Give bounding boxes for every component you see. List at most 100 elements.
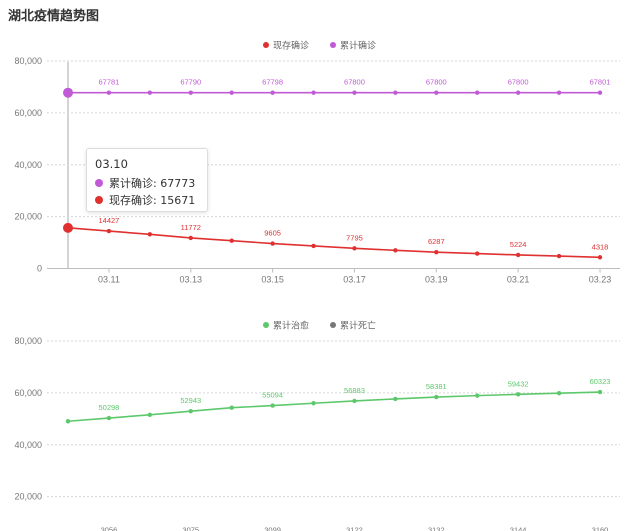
chart2-point-0-6[interactable]: [311, 401, 316, 406]
tooltip-row-cumulative: 累计确诊: 67773: [95, 175, 199, 191]
chart1-y-tick-label: 20,000: [14, 212, 42, 222]
chart1-point-0-8[interactable]: [393, 248, 398, 253]
chart1-data-label-1-13: 67801: [590, 78, 611, 87]
chart2-data-label-0-5: 55094: [262, 391, 283, 400]
page-title: 湖北疫情趋势图: [8, 9, 100, 24]
chart1-data-label-0-7: 7795: [346, 233, 363, 242]
chart1-point-1-12[interactable]: [556, 90, 562, 95]
chart1-point-1-3[interactable]: [188, 90, 193, 95]
chart1-data-label-1-7: 67800: [344, 78, 365, 87]
chart2-y-tick-label: 60,000: [14, 388, 42, 398]
chart1-point-1-1[interactable]: [106, 90, 112, 95]
chart1-data-label-0-11: 5224: [510, 240, 527, 249]
chart2-y-tick-label: 20,000: [14, 492, 42, 502]
chart1-point-1-2[interactable]: [147, 90, 153, 95]
chart2-data-label-1-5: 3099: [264, 525, 281, 531]
chart1-point-0-2[interactable]: [147, 232, 153, 237]
chart1-point-1-6[interactable]: [311, 90, 316, 95]
chart1-data-label-1-9: 67800: [426, 78, 447, 87]
chart1-point-0-7[interactable]: [352, 246, 357, 251]
chart1-series-line-0: [67, 227, 601, 259]
chart1-point-1-11[interactable]: [515, 90, 521, 95]
chart1-point-0-5[interactable]: [270, 241, 275, 246]
chart2-legend-dot-0[interactable]: [263, 322, 269, 328]
chart2-data-label-1-7: 3122: [346, 525, 363, 531]
chart2-point-0-2[interactable]: [147, 412, 153, 417]
chart2-data-label-0-9: 58381: [426, 382, 447, 391]
chart1-data-label-1-11: 67800: [508, 78, 529, 87]
chart1-point-0-1[interactable]: [106, 228, 112, 234]
chart1-x-tick-label: 03.23: [589, 275, 612, 285]
chart1-legend-label-1[interactable]: 累计确诊: [340, 40, 376, 52]
chart2-y-tick-label: 80,000: [14, 336, 42, 346]
chart1-point-1-5[interactable]: [270, 90, 275, 95]
chart1-point-0-0[interactable]: [63, 222, 73, 233]
chart2-point-0-9[interactable]: [434, 394, 439, 400]
chart1-point-0-11[interactable]: [515, 252, 521, 258]
chart-confirmed: 现存确诊 累计确诊 0 20,000 40,000 60,000 80,000 03.11 03…: [14, 40, 620, 285]
chart1-data-label-0-1: 14427: [98, 216, 119, 225]
chart1-data-label-0-13: 4318: [592, 242, 609, 251]
chart-cured-death: 累计治愈 累计死亡 20,000 40,000 60,000 80,000 50298 529…: [14, 320, 620, 531]
chart2-data-label-0-11: 59432: [508, 379, 529, 388]
chart1-point-0-6[interactable]: [311, 243, 316, 249]
chart1-point-0-10[interactable]: [475, 251, 480, 256]
chart2-point-0-3[interactable]: [188, 408, 193, 414]
chart1-point-0-9[interactable]: [434, 249, 439, 255]
tooltip-label-cumulative: 累计确诊: 67773: [109, 177, 196, 190]
chart2-point-0-13[interactable]: [597, 389, 603, 395]
chart1-point-0-4[interactable]: [229, 238, 234, 243]
chart2-point-0-1[interactable]: [106, 415, 112, 421]
chart2-data-label-1-1: 3056: [101, 526, 118, 531]
chart2-y-tick-label: 40,000: [14, 440, 42, 450]
chart2-data-label-0-13: 60323: [590, 377, 611, 386]
chart2-point-0-10[interactable]: [475, 393, 480, 398]
chart2-data-label-0-1: 50298: [98, 403, 119, 412]
chart2-point-0-8[interactable]: [393, 396, 398, 402]
chart1-point-1-7[interactable]: [352, 90, 357, 95]
chart1-x-tick-label: 03.19: [425, 275, 448, 285]
chart2-data-label-1-11: 3144: [510, 525, 527, 531]
chart1-y-tick-label: 40,000: [14, 160, 42, 170]
tooltip-dot-current: [95, 196, 103, 204]
chart1-point-1-4[interactable]: [229, 90, 234, 95]
chart2-legend-label-0[interactable]: 累计治愈: [273, 320, 309, 332]
chart2-data-label-1-9: 3132: [428, 525, 445, 531]
chart1-point-1-9[interactable]: [434, 90, 439, 95]
chart2-series-line-0: [67, 391, 601, 423]
chart1-x-tick-label: 03.21: [507, 275, 530, 285]
chart2-point-0-12[interactable]: [556, 390, 562, 396]
chart1-point-1-10[interactable]: [475, 90, 480, 95]
chart1-legend-label-0[interactable]: 现存确诊: [273, 40, 309, 52]
chart2-point-0-7[interactable]: [352, 398, 357, 404]
chart1-point-1-13[interactable]: [597, 90, 603, 95]
tooltip-label-current: 现存确诊: 15671: [109, 194, 196, 207]
chart1-point-0-12[interactable]: [556, 253, 562, 259]
tooltip-title: 03.10: [95, 157, 128, 171]
chart2-point-0-0[interactable]: [65, 419, 71, 424]
chart-tooltip: 03.10 累计确诊: 67773 现存确诊: 15671: [86, 148, 208, 212]
chart1-point-1-8[interactable]: [393, 90, 398, 95]
chart2-legend-dot-1[interactable]: [330, 322, 336, 328]
chart1-y-tick-label: 80,000: [14, 56, 42, 66]
chart2-point-0-5[interactable]: [270, 403, 275, 408]
chart2-point-0-11[interactable]: [515, 392, 521, 397]
chart2-legend-label-1[interactable]: 累计死亡: [340, 320, 376, 332]
chart1-data-label-1-1: 67781: [98, 78, 119, 87]
chart2-point-0-4[interactable]: [229, 405, 234, 410]
chart1-point-0-13[interactable]: [597, 255, 603, 260]
chart2-data-label-0-7: 56883: [344, 386, 365, 395]
chart1-data-label-1-3: 67790: [180, 78, 201, 87]
chart1-legend-dot-1[interactable]: [330, 42, 336, 48]
tooltip-dot-cumulative: [95, 179, 103, 187]
chart1-legend-dot-0[interactable]: [263, 42, 269, 48]
chart1-data-label-0-9: 6287: [428, 237, 445, 246]
chart1-point-1-0[interactable]: [63, 87, 73, 98]
chart1-y-tick-label: 0: [37, 264, 42, 274]
chart1-data-label-1-5: 67798: [262, 78, 283, 87]
chart1-x-tick-label: 03.17: [343, 275, 366, 285]
chart2-data-label-1-13: 3160: [592, 525, 609, 531]
chart1-x-tick-label: 03.13: [180, 275, 203, 285]
chart1-point-0-3[interactable]: [188, 235, 193, 241]
